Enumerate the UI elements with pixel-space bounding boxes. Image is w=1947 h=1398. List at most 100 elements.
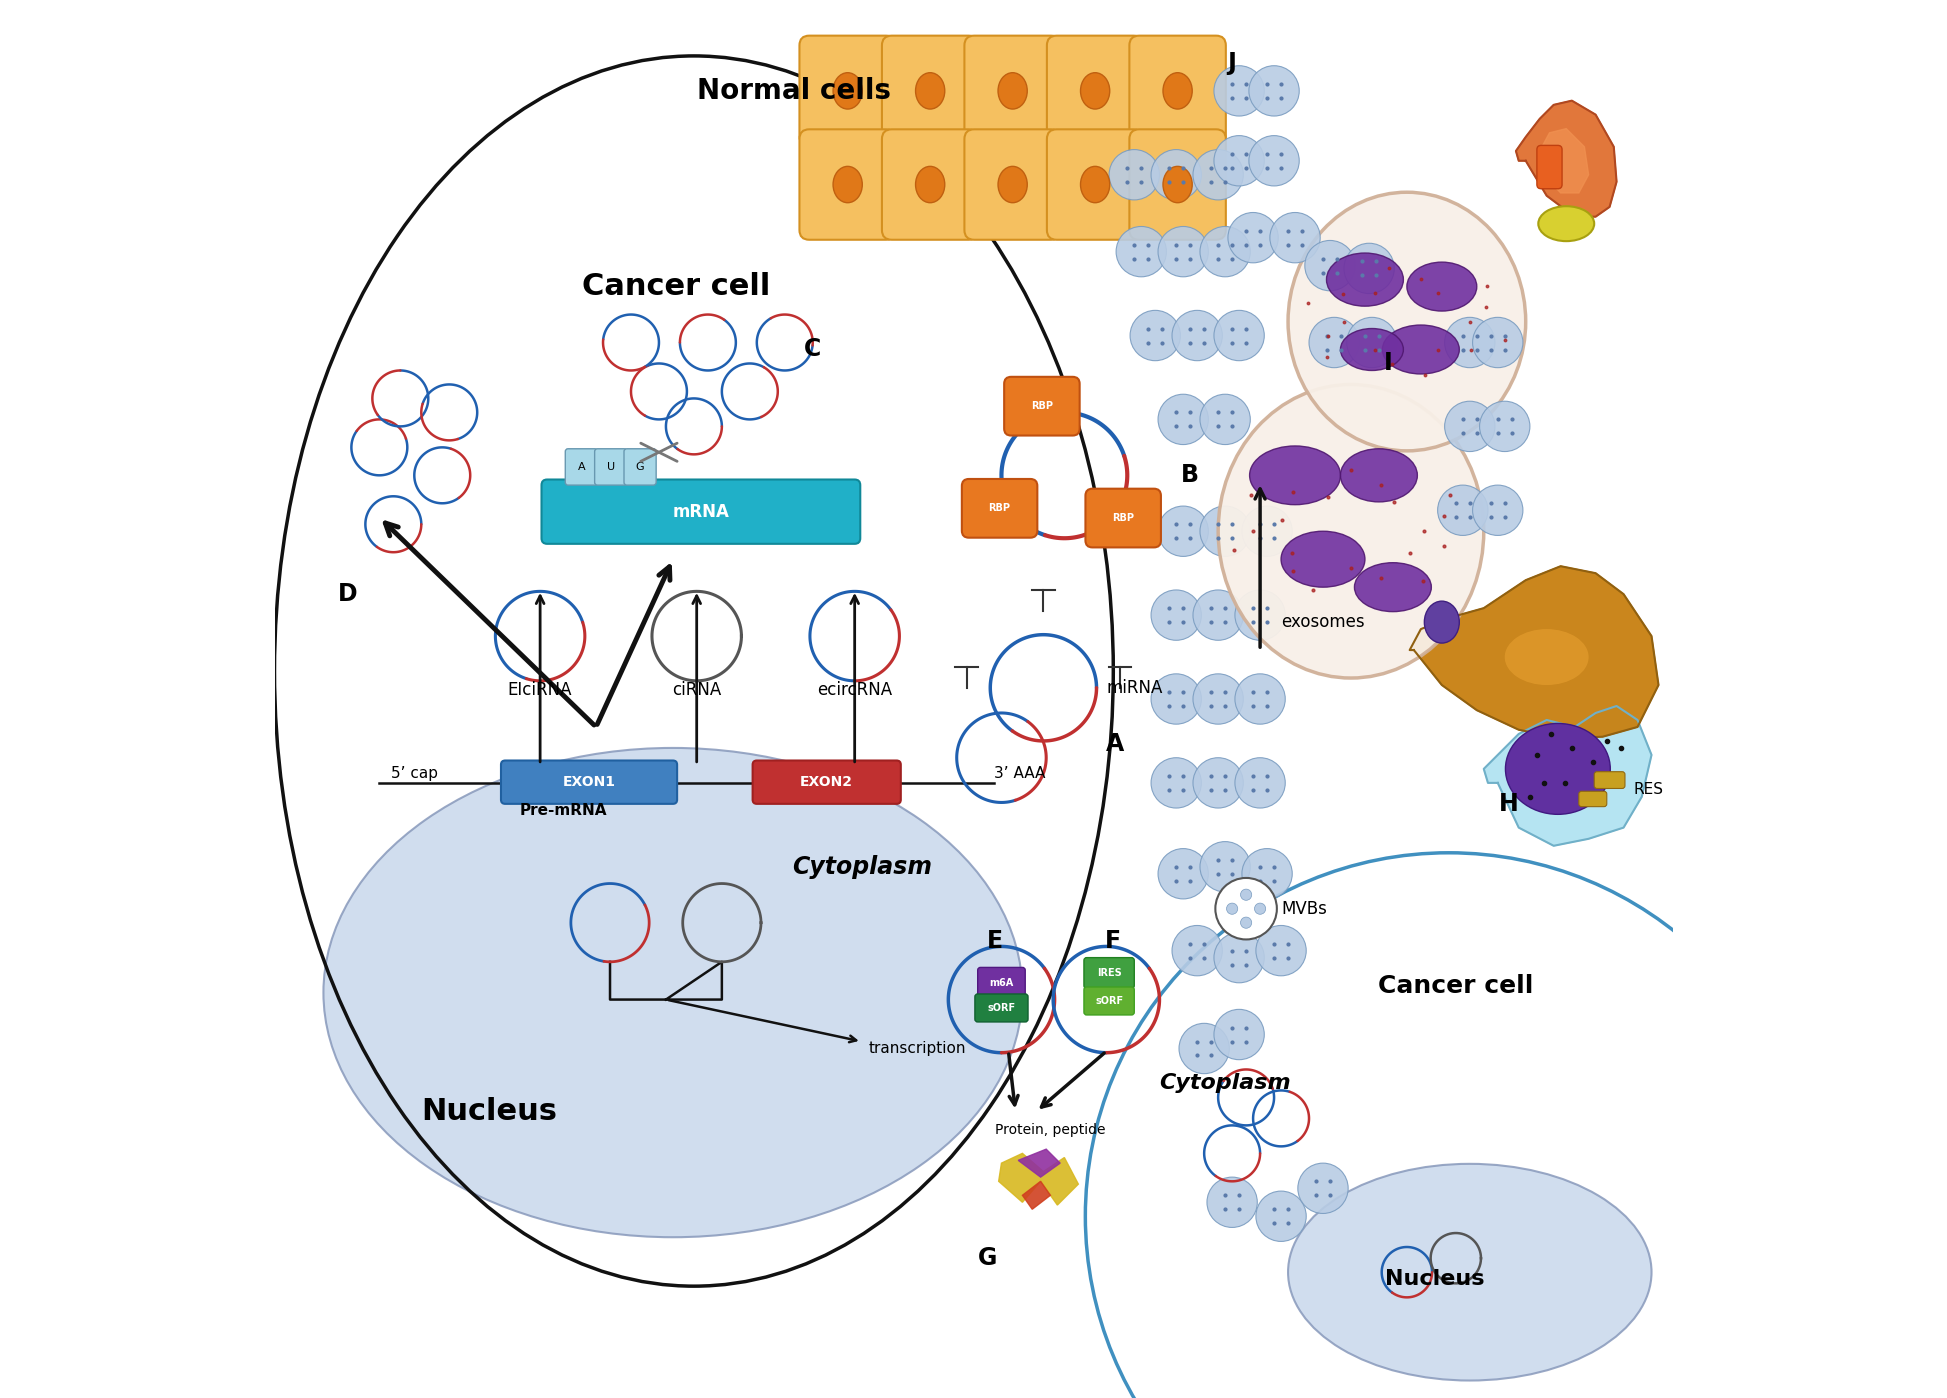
Text: J: J (1229, 50, 1236, 75)
Circle shape (1151, 590, 1201, 640)
Text: ecircRNA: ecircRNA (818, 681, 892, 699)
Circle shape (1256, 1191, 1306, 1241)
Circle shape (1151, 758, 1201, 808)
Polygon shape (1022, 1181, 1049, 1209)
Ellipse shape (1289, 1163, 1651, 1381)
Ellipse shape (915, 166, 944, 203)
Text: Normal cells: Normal cells (697, 77, 890, 105)
Text: Protein, peptide: Protein, peptide (995, 1123, 1106, 1137)
Circle shape (1158, 849, 1209, 899)
Circle shape (1172, 310, 1223, 361)
Text: H: H (1499, 791, 1519, 816)
Text: I: I (1384, 351, 1394, 376)
FancyBboxPatch shape (882, 130, 979, 240)
Text: Cytoplasm: Cytoplasm (1158, 1074, 1291, 1093)
Polygon shape (1540, 129, 1589, 193)
Circle shape (1240, 889, 1252, 900)
Ellipse shape (1538, 206, 1595, 240)
FancyBboxPatch shape (1129, 35, 1227, 145)
FancyBboxPatch shape (977, 967, 1026, 998)
FancyBboxPatch shape (1084, 958, 1135, 988)
Circle shape (1199, 842, 1250, 892)
Circle shape (1234, 590, 1285, 640)
Ellipse shape (1219, 384, 1484, 678)
Text: sORF: sORF (1094, 995, 1123, 1007)
Circle shape (1199, 394, 1250, 445)
Circle shape (1215, 1009, 1264, 1060)
Circle shape (1445, 317, 1495, 368)
Circle shape (1227, 903, 1238, 914)
FancyBboxPatch shape (623, 449, 656, 485)
Text: MVBs: MVBs (1281, 900, 1328, 917)
Circle shape (1229, 212, 1279, 263)
FancyBboxPatch shape (500, 761, 678, 804)
Text: 3’ AAA: 3’ AAA (995, 766, 1046, 780)
Circle shape (1207, 1177, 1258, 1227)
Ellipse shape (833, 73, 863, 109)
Text: ciRNA: ciRNA (672, 681, 720, 699)
Text: Cytoplasm: Cytoplasm (792, 854, 933, 879)
Ellipse shape (1162, 73, 1192, 109)
Circle shape (1110, 150, 1158, 200)
FancyBboxPatch shape (1084, 489, 1160, 548)
Circle shape (1194, 590, 1244, 640)
Circle shape (1254, 903, 1266, 914)
Circle shape (1215, 310, 1264, 361)
Ellipse shape (1081, 166, 1110, 203)
Circle shape (1234, 674, 1285, 724)
Text: miRNA: miRNA (1106, 679, 1162, 696)
Ellipse shape (1289, 192, 1526, 450)
Circle shape (1129, 310, 1180, 361)
Text: Nucleus: Nucleus (421, 1097, 557, 1125)
Circle shape (1437, 485, 1488, 535)
Text: G: G (977, 1246, 997, 1271)
Text: Nucleus: Nucleus (1384, 1269, 1486, 1289)
Text: EXON2: EXON2 (800, 774, 853, 790)
FancyBboxPatch shape (565, 449, 598, 485)
Ellipse shape (999, 166, 1028, 203)
FancyBboxPatch shape (1084, 987, 1135, 1015)
Ellipse shape (1340, 449, 1417, 502)
Ellipse shape (1250, 446, 1340, 505)
Circle shape (1480, 401, 1530, 452)
Ellipse shape (1505, 629, 1589, 685)
Circle shape (1194, 150, 1244, 200)
Text: C: C (804, 337, 822, 362)
Circle shape (1308, 317, 1359, 368)
Circle shape (1151, 674, 1201, 724)
Text: exosomes: exosomes (1281, 614, 1365, 630)
Text: RBP: RBP (1030, 401, 1053, 411)
Circle shape (1215, 932, 1264, 983)
Circle shape (1240, 917, 1252, 928)
FancyBboxPatch shape (962, 480, 1038, 538)
Ellipse shape (1505, 724, 1610, 814)
Ellipse shape (1340, 329, 1404, 370)
FancyBboxPatch shape (800, 130, 896, 240)
FancyBboxPatch shape (1536, 145, 1561, 189)
FancyBboxPatch shape (753, 761, 901, 804)
Polygon shape (1410, 566, 1659, 738)
Ellipse shape (323, 748, 1022, 1237)
Ellipse shape (1355, 563, 1431, 612)
Circle shape (1343, 243, 1394, 294)
Text: 5’ cap: 5’ cap (391, 766, 438, 780)
Circle shape (1234, 758, 1285, 808)
FancyBboxPatch shape (964, 130, 1061, 240)
Text: mRNA: mRNA (672, 503, 730, 520)
Text: Pre-mRNA: Pre-mRNA (520, 804, 607, 818)
FancyBboxPatch shape (1047, 35, 1143, 145)
Ellipse shape (915, 73, 944, 109)
Text: m6A: m6A (989, 977, 1014, 988)
Circle shape (1199, 226, 1250, 277)
Circle shape (1158, 506, 1209, 556)
FancyBboxPatch shape (1595, 772, 1626, 788)
Text: G: G (637, 461, 644, 473)
Text: F: F (1106, 928, 1121, 953)
Circle shape (1472, 317, 1523, 368)
Text: RBP: RBP (989, 503, 1010, 513)
Circle shape (1215, 136, 1264, 186)
Text: RES: RES (1634, 783, 1663, 797)
FancyBboxPatch shape (975, 994, 1028, 1022)
Text: A: A (1106, 731, 1125, 756)
Circle shape (1347, 317, 1398, 368)
